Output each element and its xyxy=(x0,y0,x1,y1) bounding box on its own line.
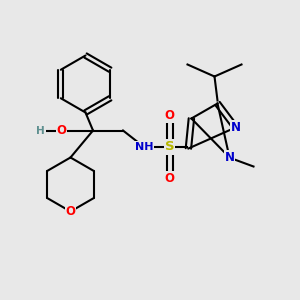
Text: O: O xyxy=(164,109,175,122)
Text: O: O xyxy=(56,124,67,137)
Text: NH: NH xyxy=(135,142,153,152)
Text: N: N xyxy=(230,121,241,134)
Text: O: O xyxy=(65,205,76,218)
Text: S: S xyxy=(165,140,174,154)
Text: O: O xyxy=(164,172,175,185)
Text: H: H xyxy=(36,125,45,136)
Text: N: N xyxy=(224,151,235,164)
